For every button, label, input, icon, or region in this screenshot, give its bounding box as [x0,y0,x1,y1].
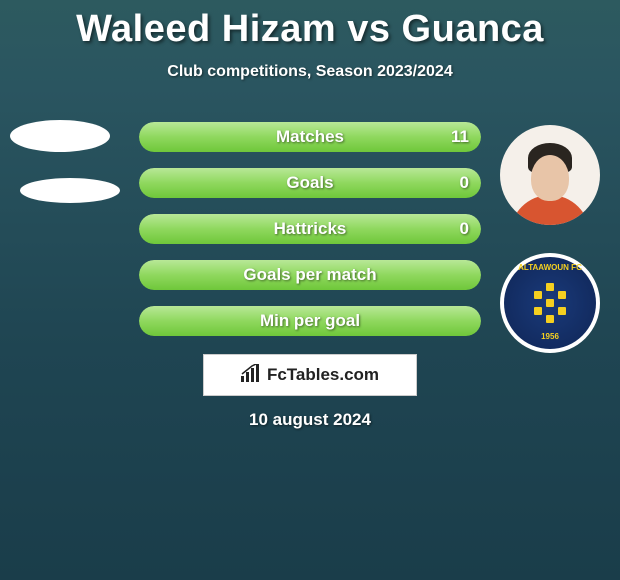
stat-label: Goals per match [243,265,376,285]
page-title: Waleed Hizam vs Guanca [0,0,620,51]
right-club-badge: ALTAAWOUN FC 1956 [500,253,600,353]
page-subtitle: Club competitions, Season 2023/2024 [0,63,620,81]
stat-value: 0 [460,219,469,239]
stat-bar-goals: Goals 0 [139,168,481,198]
club-year-label: 1956 [541,332,559,341]
stat-bar-hattricks: Hattricks 0 [139,214,481,244]
stat-bar-goals-per-match: Goals per match [139,260,481,290]
stats-container: Matches 11 Goals 0 Hattricks 0 Goals per… [139,122,481,352]
stat-value: 0 [460,173,469,193]
left-club-badge [20,178,120,203]
left-player-avatar [10,120,110,152]
stat-bar-matches: Matches 11 [139,122,481,152]
club-ball-icon [530,283,570,323]
stat-label: Matches [276,127,344,147]
stat-label: Min per goal [260,311,360,331]
fctables-link[interactable]: FcTables.com [203,354,417,396]
chart-icon [241,364,263,387]
club-name-label: ALTAAWOUN FC [518,263,582,272]
stat-label: Goals [286,173,333,193]
stat-value: 11 [451,127,469,147]
stat-bar-min-per-goal: Min per goal [139,306,481,336]
date-label: 10 august 2024 [249,410,371,430]
right-player-avatar [500,125,600,225]
stat-label: Hattricks [274,219,347,239]
site-name-label: FcTables.com [267,365,379,385]
